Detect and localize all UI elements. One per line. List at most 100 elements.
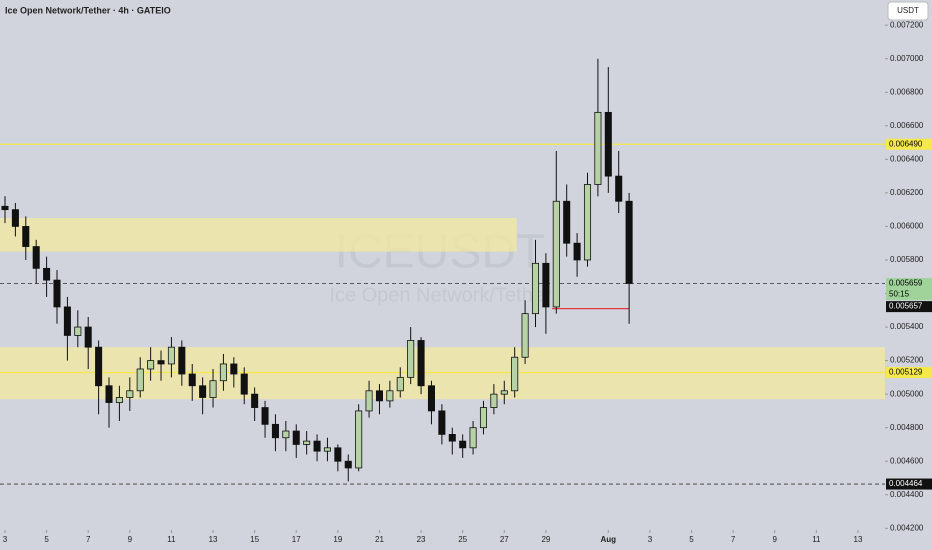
x-tick-label: 7	[731, 535, 736, 544]
candle-body	[594, 111, 602, 185]
y-tick-label: 0.004200	[890, 523, 924, 532]
candle-body	[209, 380, 217, 398]
candle-body	[313, 440, 321, 452]
candle-body	[115, 397, 123, 403]
x-tick-label: 27	[500, 535, 509, 544]
lines-layer	[0, 143, 885, 485]
candle-body	[344, 460, 352, 469]
candle-body	[375, 390, 383, 402]
x-tick-label: 11	[167, 535, 176, 544]
x-tick-label: Aug	[601, 535, 617, 544]
candle-body	[334, 447, 342, 462]
countdown: 50:15	[889, 290, 910, 299]
candle-body	[303, 440, 311, 445]
candle-body	[531, 262, 540, 315]
candle-body	[188, 373, 196, 387]
marks-layer	[1, 58, 633, 482]
candle-body	[11, 209, 19, 227]
zones-layer	[0, 218, 885, 400]
candle-body	[615, 175, 623, 202]
candle-body	[292, 430, 300, 445]
candle-body	[167, 346, 175, 365]
price-label: 0.005659	[889, 279, 923, 288]
price-label-bg	[886, 367, 932, 379]
x-tick-label: 9	[128, 535, 133, 544]
x-tick-label: 7	[86, 535, 91, 544]
candle-body	[583, 184, 592, 261]
candle-body	[43, 267, 51, 281]
candle-body	[448, 433, 456, 442]
candle-body	[22, 226, 30, 247]
candle-body	[479, 407, 488, 429]
candle-body	[157, 360, 165, 365]
candle-body	[407, 340, 415, 378]
candle-body	[282, 430, 290, 439]
x-tick-label: 13	[209, 535, 218, 544]
candle-body	[552, 200, 560, 308]
y-tick-label: 0.006000	[890, 222, 924, 231]
y-tick-label: 0.004600	[890, 456, 924, 465]
x-tick-label: 13	[854, 535, 863, 544]
candle-body	[396, 376, 404, 392]
zone	[0, 218, 517, 252]
candle-body	[604, 111, 612, 177]
price-axis	[885, 0, 932, 550]
candle-body	[251, 393, 259, 408]
candle-body	[240, 373, 248, 395]
x-tick-label: 3	[3, 535, 8, 544]
x-tick-label: 21	[375, 535, 384, 544]
candle-body	[219, 363, 227, 382]
y-tick-label: 0.005800	[890, 255, 924, 264]
candle-body	[511, 356, 519, 392]
x-tick-label: 25	[458, 535, 467, 544]
y-tick-label: 0.006200	[890, 188, 924, 197]
watermark-name: Ice Open Network/Tether	[329, 284, 551, 306]
candle-body	[95, 346, 103, 387]
chart-title: Ice Open Network/Tether · 4h · GATEIO	[5, 5, 171, 15]
x-tick-label: 5	[689, 535, 694, 544]
y-tick-label: 0.006600	[890, 121, 924, 130]
candle-body	[261, 407, 269, 425]
candle-body	[500, 390, 508, 395]
candle-body	[521, 313, 529, 358]
candle-body	[136, 368, 144, 392]
x-tick-label: 19	[333, 535, 342, 544]
candle-body	[147, 360, 155, 370]
candle-body	[199, 385, 207, 398]
candle-body	[53, 279, 61, 308]
zone	[0, 347, 885, 400]
candle-body	[323, 447, 331, 452]
currency-button[interactable]	[887, 1, 929, 21]
candle-body	[438, 410, 446, 435]
currency-label[interactable]: USDT	[897, 6, 919, 15]
y-tick-label: 0.005400	[890, 322, 924, 331]
x-tick-label: 23	[417, 535, 426, 544]
price-label-bg	[886, 301, 932, 313]
x-tick-label: 5	[44, 535, 49, 544]
candle-body	[126, 390, 134, 398]
candle-body	[427, 385, 435, 412]
candle-body	[178, 346, 186, 375]
y-tick-label: 0.005200	[890, 356, 924, 365]
candle-body	[230, 363, 238, 375]
candle-body	[469, 427, 477, 449]
x-tick-label: 29	[541, 535, 550, 544]
price-label: 0.005657	[889, 302, 923, 311]
candle-body	[365, 390, 373, 412]
candle-body	[563, 200, 571, 244]
candle-body	[459, 440, 467, 449]
y-tick-label: 0.004400	[890, 490, 924, 499]
candle-body	[63, 306, 71, 336]
price-label-bg	[886, 278, 932, 301]
candle-body	[32, 246, 40, 269]
candle-body	[417, 340, 425, 387]
price-label: 0.005129	[889, 368, 923, 377]
candle-body	[74, 326, 82, 336]
x-tick-label: 15	[250, 535, 259, 544]
y-tick-label: 0.005000	[890, 389, 924, 398]
candle-body	[490, 393, 498, 408]
price-label: 0.004464	[889, 479, 923, 488]
y-tick-label: 0.006800	[890, 87, 924, 96]
candle-body	[271, 423, 279, 439]
